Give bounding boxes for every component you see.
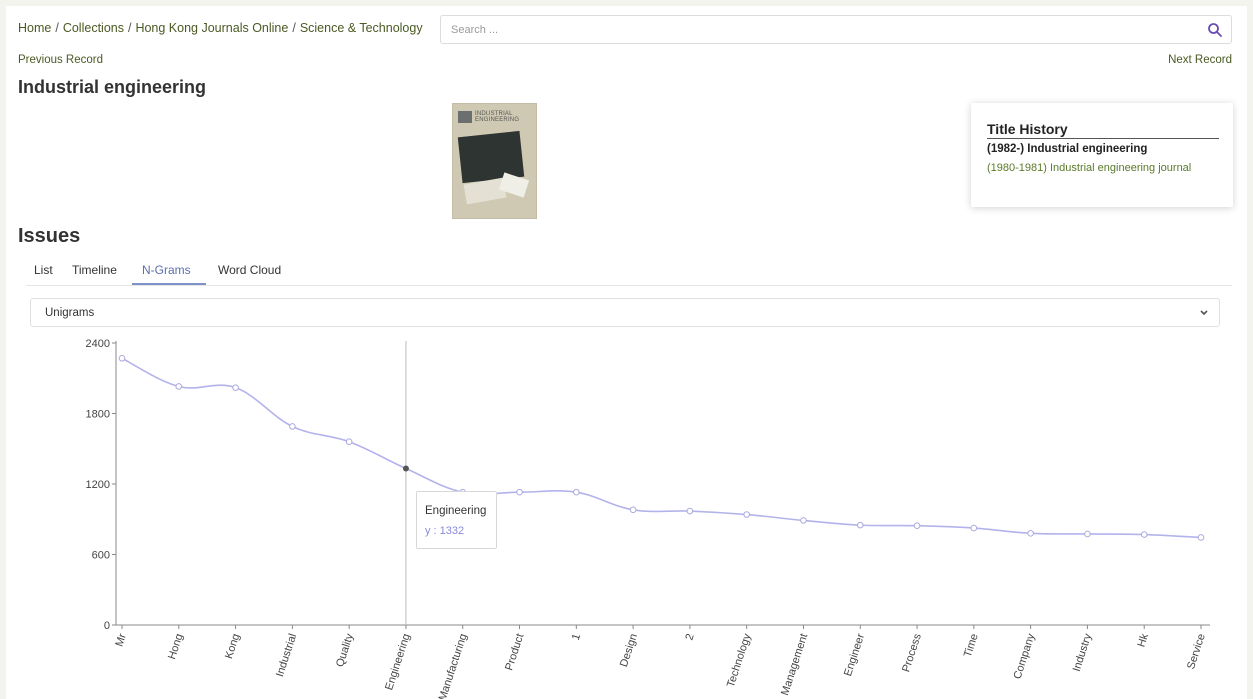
chevron-down-icon: [1200, 310, 1208, 316]
tab-list[interactable]: List: [34, 263, 53, 277]
x-tick-label: Product: [503, 632, 526, 672]
title-history-card: Title History (1982-) Industrial enginee…: [971, 103, 1233, 207]
x-tick-label: Mr: [113, 632, 128, 648]
search-box: [440, 15, 1232, 44]
next-record-link[interactable]: Next Record: [1168, 54, 1232, 66]
x-tick-label: 2: [683, 632, 696, 642]
x-tick-label: Quality: [334, 632, 356, 669]
data-point: [913, 522, 921, 530]
x-tick-label: Kong: [223, 632, 242, 660]
breadcrumb: Home / Collections / Hong Kong Journals Onli…: [18, 21, 423, 35]
journal-cover-image: INDUSTRIAL ENGINEERING: [452, 103, 537, 219]
x-tick-label: Hong: [166, 632, 186, 661]
issues-heading: Issues: [18, 225, 81, 247]
chart-tooltip: Engineering y : 1332: [416, 491, 497, 549]
tab-timeline[interactable]: Timeline: [72, 263, 117, 277]
x-tick-label: Hk: [1135, 632, 1151, 649]
title-history-previous-link[interactable]: (1980-1981) Industrial engineering journ…: [987, 162, 1192, 174]
data-point: [629, 506, 637, 514]
x-tick-label: Engineering: [383, 632, 413, 692]
data-point: [1027, 530, 1034, 537]
breadcrumb-hong-kong-journals[interactable]: Hong Kong Journals Online: [135, 21, 289, 35]
data-point: [686, 507, 694, 515]
data-point: [232, 384, 239, 391]
x-tick-label: Industrial: [274, 632, 299, 678]
tooltip-value: y : 1332: [425, 525, 465, 537]
page-title: Industrial engineering: [18, 77, 207, 97]
series-line: [121, 357, 1202, 539]
search-icon[interactable]: [1207, 22, 1223, 38]
x-tick-label: 1: [570, 632, 583, 642]
data-point: [118, 354, 126, 362]
data-point: [743, 511, 750, 518]
previous-record-link[interactable]: Previous Record: [18, 54, 104, 66]
x-tick-label: Manufacturing: [437, 632, 470, 699]
x-tick-label: Company: [1012, 632, 1038, 681]
y-tick-label: 1200: [86, 479, 110, 491]
data-point: [516, 488, 523, 496]
data-point: [175, 383, 183, 390]
breadcrumb-collections[interactable]: Collections: [62, 21, 124, 35]
x-tick-label: Engineer: [842, 632, 867, 678]
title-history-heading: Title History: [987, 121, 1068, 137]
active-tab-indicator: [132, 283, 206, 285]
breadcrumb-science-technology[interactable]: Science & Technology: [299, 21, 423, 35]
data-point: [800, 517, 807, 524]
x-tick-label: Design: [618, 632, 640, 668]
issues-tabs: List Timeline N-Grams Word Cloud: [26, 262, 1232, 286]
ngram-type-value: Unigrams: [45, 307, 95, 319]
x-tick-label: Process: [900, 632, 924, 674]
cover-logo: [458, 111, 472, 123]
data-point: [289, 423, 296, 430]
tab-n-grams[interactable]: N-Grams: [142, 263, 191, 277]
x-tick-label: Time: [962, 632, 981, 659]
x-tick-label: Industry: [1071, 632, 1095, 673]
y-tick-label: 600: [92, 550, 110, 562]
breadcrumb-separator: /: [292, 21, 296, 35]
cover-title-line1: INDUSTRIAL: [475, 111, 513, 117]
cover-title-line2: ENGINEERING: [475, 117, 520, 123]
data-point: [345, 438, 353, 446]
data-point: [856, 521, 864, 529]
data-point: [1084, 530, 1091, 538]
data-point: [1140, 531, 1148, 538]
tab-word-cloud[interactable]: Word Cloud: [218, 263, 282, 277]
ngram-type-select[interactable]: Unigrams: [30, 298, 1220, 327]
title-history-current: (1982-) Industrial engineering: [987, 143, 1148, 155]
data-point: [573, 488, 580, 496]
title-history-divider: [987, 138, 1219, 139]
y-tick-label: 1800: [86, 409, 110, 421]
data-point: [402, 465, 409, 472]
x-tick-label: Technology: [725, 632, 754, 689]
data-point: [970, 524, 978, 532]
y-tick-label: 2400: [86, 338, 110, 350]
breadcrumb-separator: /: [55, 21, 59, 35]
cover-title-text: INDUSTRIAL ENGINEERING: [475, 111, 519, 123]
y-tick-label: 0: [104, 620, 110, 632]
breadcrumb-home[interactable]: Home: [18, 21, 52, 35]
x-tick-label: Management: [779, 632, 810, 697]
data-point: [1197, 534, 1205, 541]
breadcrumb-separator: /: [127, 21, 132, 35]
search-input[interactable]: [451, 22, 1191, 38]
x-tick-label: Service: [1185, 632, 1208, 671]
tooltip-title: Engineering: [425, 505, 487, 517]
ngram-line-chart: 0 600 1200 1800 2400 Mr Hong Kong Industrial Qual…: [86, 338, 1210, 699]
